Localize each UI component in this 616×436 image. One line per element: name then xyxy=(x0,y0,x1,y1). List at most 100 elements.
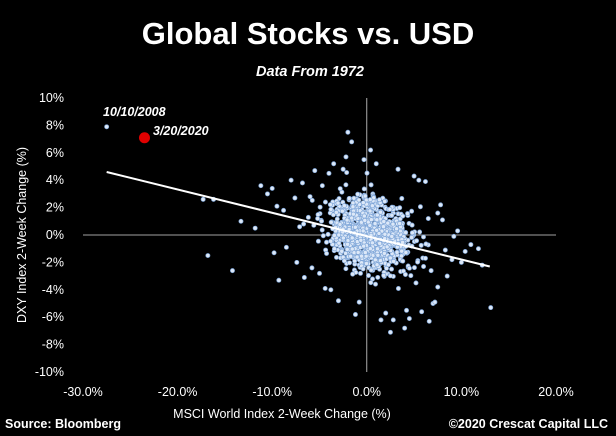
scatter-point xyxy=(200,196,206,202)
scatter-point xyxy=(387,255,393,261)
scatter-point xyxy=(419,309,425,315)
scatter-point xyxy=(360,200,366,206)
scatter-point xyxy=(384,265,389,271)
scatter-point xyxy=(292,195,298,201)
scatter-point xyxy=(301,275,307,280)
scatter-point xyxy=(387,273,393,279)
scatter-point xyxy=(361,157,367,163)
scatter-point xyxy=(415,259,421,265)
scatter-point xyxy=(397,205,403,211)
scatter-point xyxy=(369,203,375,209)
scatter-point xyxy=(362,250,368,255)
y-tick-label: -2% xyxy=(42,255,64,269)
scatter-point xyxy=(352,312,358,317)
scatter-point xyxy=(403,230,409,235)
scatter-point xyxy=(458,259,464,265)
x-tick-label: 10.0% xyxy=(444,385,479,399)
scatter-point xyxy=(312,168,318,174)
scatter-point xyxy=(344,217,350,223)
scatter-point xyxy=(378,317,384,323)
scatter-point xyxy=(265,191,270,197)
scatter-point xyxy=(372,221,378,227)
scatter-point xyxy=(325,231,331,237)
scatter-point xyxy=(317,270,322,276)
scatter-point xyxy=(374,217,380,223)
scatter-point xyxy=(345,241,351,247)
scatter-point xyxy=(367,208,373,214)
scatter-point xyxy=(335,200,341,206)
scatter-point xyxy=(406,316,412,322)
scatter-point xyxy=(408,273,414,279)
scatter-point xyxy=(348,253,354,259)
scatter-point xyxy=(294,259,300,265)
scatter-point xyxy=(366,273,371,278)
x-tick-label: -30.0% xyxy=(63,385,103,399)
scatter-point xyxy=(421,264,427,269)
scatter-point xyxy=(331,232,337,238)
y-axis-label: DXY Index 2-Week Change (%) xyxy=(15,147,29,323)
scatter-point xyxy=(341,203,347,209)
scatter-point xyxy=(349,139,355,145)
scatter-point xyxy=(297,224,303,230)
chart-title: Global Stocks vs. USD xyxy=(142,16,475,51)
scatter-point xyxy=(373,281,378,287)
scatter-point xyxy=(276,277,282,283)
scatter-point xyxy=(300,180,305,186)
scatter-point xyxy=(349,246,355,252)
scatter-point xyxy=(367,246,373,252)
scatter-point xyxy=(373,161,379,167)
y-tick-label: 10% xyxy=(39,91,64,105)
scatter-point xyxy=(402,272,408,277)
scatter-point xyxy=(205,253,211,258)
scatter-point xyxy=(451,233,457,239)
scatter-point xyxy=(382,231,388,237)
scatter-point xyxy=(389,266,394,272)
scatter-point xyxy=(335,298,341,304)
annotations: 10/10/2008 3/20/2020 xyxy=(103,105,209,144)
scatter-point xyxy=(440,217,445,223)
x-tick-label: -10.0% xyxy=(252,385,292,399)
scatter-point xyxy=(356,197,362,203)
scatter-point xyxy=(375,246,380,252)
scatter-point xyxy=(354,254,360,260)
scatter-point xyxy=(359,253,365,259)
scatter-point xyxy=(428,268,434,274)
scatter-point xyxy=(438,202,444,208)
scatter-point xyxy=(378,258,383,264)
scatter-point xyxy=(283,244,289,250)
scatter-point xyxy=(381,272,387,278)
scatter-point xyxy=(426,318,432,324)
scatter-point xyxy=(394,226,400,232)
scatter-point xyxy=(425,216,431,222)
y-tick-label: 4% xyxy=(46,173,64,187)
scatter-point xyxy=(355,249,361,255)
y-tick-label: -8% xyxy=(42,338,64,352)
scatter-point xyxy=(317,204,323,210)
scatter-point xyxy=(399,253,404,259)
scatter-point xyxy=(320,233,326,239)
scatter-point xyxy=(341,258,347,264)
scatter-point xyxy=(364,261,369,266)
y-tick-label: 6% xyxy=(46,146,64,160)
scatter-point xyxy=(343,266,349,272)
scatter-point xyxy=(382,198,388,204)
scatter-point xyxy=(340,235,346,241)
scatter-point xyxy=(104,124,110,130)
scatter-point xyxy=(378,209,383,215)
scatter-point xyxy=(305,214,311,220)
scatter-point xyxy=(322,285,328,291)
scatter-point xyxy=(309,265,315,271)
scatter-point xyxy=(375,252,381,258)
scatter-point xyxy=(462,248,468,254)
scatter-point xyxy=(230,268,235,274)
scatter-point xyxy=(411,265,417,271)
scatter-point xyxy=(374,212,380,218)
scatter-point xyxy=(361,186,367,192)
scatter-point xyxy=(468,242,474,248)
scatter-point xyxy=(435,210,441,216)
scatter-point xyxy=(435,284,441,290)
scatter-point xyxy=(344,170,350,176)
scatter-point xyxy=(339,248,345,254)
scatter-point xyxy=(345,129,351,135)
